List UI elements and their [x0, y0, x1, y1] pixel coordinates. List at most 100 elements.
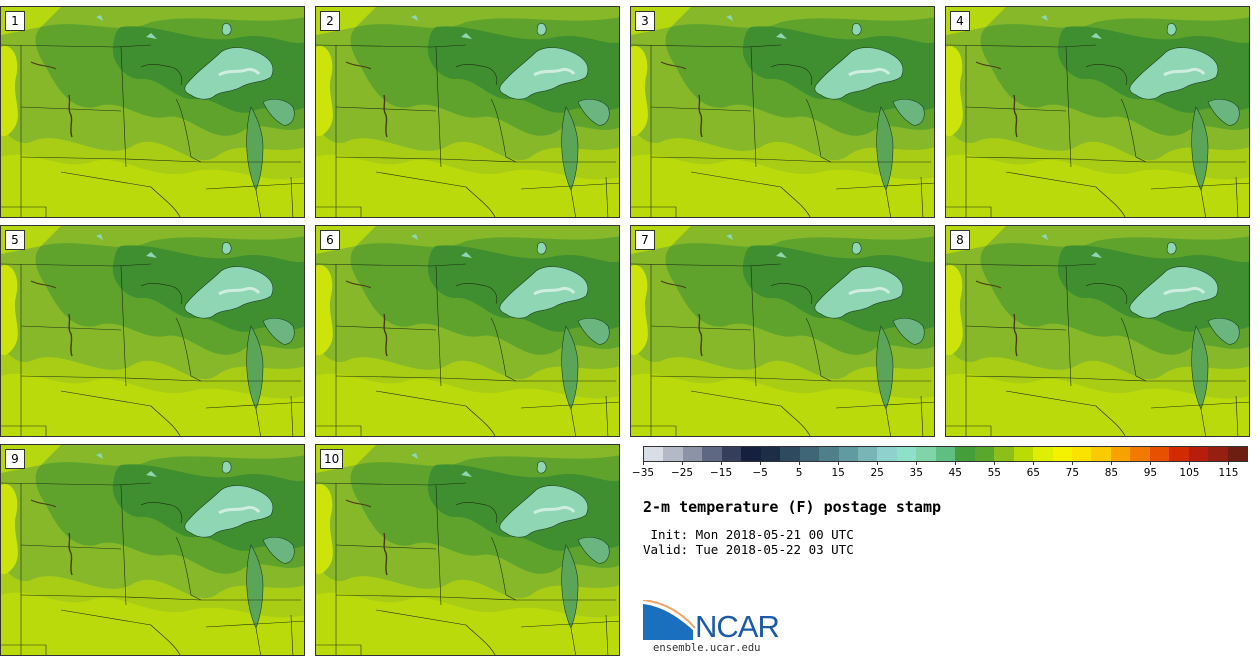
temperature-map: [946, 226, 1250, 437]
colorbar-tick-label: 35: [909, 467, 923, 479]
colorbar-bin: [799, 447, 820, 461]
colorbar-bin: [1169, 447, 1189, 461]
colorbar-tick-mark: [955, 462, 957, 465]
colorbar-tick-label: −15: [709, 467, 733, 479]
ensemble-member-panel: 4: [945, 6, 1250, 218]
ensemble-member-panel: 8: [945, 225, 1250, 437]
colorbar-tick-mark: [1111, 462, 1113, 465]
colorbar-tick-mark: [916, 462, 918, 465]
temperature-map: [316, 445, 620, 656]
colorbar-bin: [857, 447, 878, 461]
colorbar-bin: [663, 447, 683, 461]
panel-number: 2: [320, 11, 340, 31]
colorbar-bin: [760, 447, 781, 461]
colorbar-bin: [974, 447, 995, 461]
colorbar-tick-label: 25: [870, 467, 884, 479]
colorbar-tick-mark: [682, 462, 684, 465]
ncar-logo-text: NCAR: [695, 609, 780, 644]
colorbar-tick-label: 75: [1065, 467, 1080, 479]
ncar-logo-icon: [643, 600, 696, 640]
colorbar-bin: [1013, 447, 1034, 461]
colorbar-tick-mark: [994, 462, 996, 465]
figure-title: 2-m temperature (F) postage stamp: [643, 498, 942, 516]
colorbar-tick-mark: [1189, 462, 1191, 465]
panel-number: 5: [5, 230, 25, 250]
init-time: Init: Mon 2018-05-21 00 UTC: [643, 527, 854, 542]
colorbar-tick-label: 115: [1218, 467, 1239, 479]
colorbar-bin: [955, 447, 975, 461]
colorbar-bin: [1130, 447, 1150, 461]
temperature-map: [631, 7, 935, 218]
colorbar-tick-mark: [877, 462, 879, 465]
ensemble-member-panel: 5: [0, 225, 305, 437]
colorbar-tick-mark: [1072, 462, 1074, 465]
colorbar-bin: [935, 447, 956, 461]
ensemble-member-panel: 1: [0, 6, 305, 218]
colorbar-bin: [741, 447, 761, 461]
colorbar-bin: [994, 447, 1014, 461]
panel-number: 1: [5, 11, 25, 31]
colorbar-bin: [1052, 447, 1072, 461]
ensemble-url: ensemble.ucar.edu: [653, 642, 761, 654]
temperature-map: [316, 7, 620, 218]
colorbar-tick-label: 85: [1104, 467, 1119, 479]
colorbar-tick-mark: [1228, 462, 1230, 465]
ensemble-member-panel: 10: [315, 444, 620, 656]
colorbar-bin: [916, 447, 936, 461]
colorbar-tick-label: 55: [987, 467, 1001, 479]
colorbar-tick-label: 45: [948, 467, 962, 479]
colorbar-tick-mark: [1150, 462, 1152, 465]
temperature-colorbar: [643, 446, 1248, 462]
colorbar-tick-mark: [760, 462, 762, 465]
colorbar-bin: [1149, 447, 1170, 461]
temperature-map: [1, 7, 305, 218]
ensemble-member-panel: 9: [0, 444, 305, 656]
colorbar-bin: [721, 447, 742, 461]
colorbar-tick-mark: [643, 462, 644, 465]
colorbar-ticks: −35 −25 −15 −5 5 15 25 35 45 55 65 75 85 95 105 115: [632, 462, 1248, 483]
panel-number: 6: [320, 230, 340, 250]
colorbar-tick-mark: [721, 462, 723, 465]
temperature-map: [1, 445, 305, 656]
temperature-map: [946, 7, 1250, 218]
colorbar-tick-mark: [799, 462, 801, 465]
colorbar-tick-label: 65: [1026, 467, 1040, 479]
colorbar-tick-mark: [1033, 462, 1035, 465]
ensemble-member-panel: 7: [630, 225, 935, 437]
colorbar-tick-label: 105: [1179, 467, 1200, 479]
colorbar-tick-label: 5: [795, 467, 803, 479]
colorbar-bin: [1188, 447, 1209, 461]
colorbar-bin: [877, 447, 897, 461]
ensemble-member-panel: 2: [315, 6, 620, 218]
colorbar-bin: [819, 447, 839, 461]
panel-number: 7: [635, 230, 655, 250]
colorbar-bin: [1033, 447, 1053, 461]
colorbar-bin: [702, 447, 722, 461]
colorbar-bin: [896, 447, 917, 461]
colorbar-tick-label: −35: [631, 467, 655, 479]
panel-number: 10: [320, 449, 344, 469]
colorbar-bin: [1091, 447, 1111, 461]
valid-time: Valid: Tue 2018-05-22 03 UTC: [643, 542, 854, 557]
panel-number: 3: [635, 11, 655, 31]
colorbar-bin: [780, 447, 800, 461]
colorbar-tick-label: 15: [831, 467, 845, 479]
temperature-map: [1, 226, 305, 437]
temperature-map: [631, 226, 935, 437]
colorbar-bin: [1227, 447, 1248, 461]
panel-number: 8: [950, 230, 970, 250]
colorbar-tick-label: 95: [1143, 467, 1158, 479]
colorbar-bin: [1110, 447, 1131, 461]
colorbar-bin: [1208, 447, 1228, 461]
colorbar-bin: [1071, 447, 1092, 461]
ensemble-member-panel: 3: [630, 6, 935, 218]
colorbar-tick-mark: [838, 462, 840, 465]
temperature-map: [316, 226, 620, 437]
panel-number: 4: [950, 11, 970, 31]
colorbar-bin: [682, 447, 703, 461]
colorbar-bin: [644, 447, 664, 461]
colorbar-bin: [838, 447, 858, 461]
ensemble-member-panel: 6: [315, 225, 620, 437]
colorbar-tick-label: −5: [752, 467, 768, 479]
panel-number: 9: [5, 449, 25, 469]
